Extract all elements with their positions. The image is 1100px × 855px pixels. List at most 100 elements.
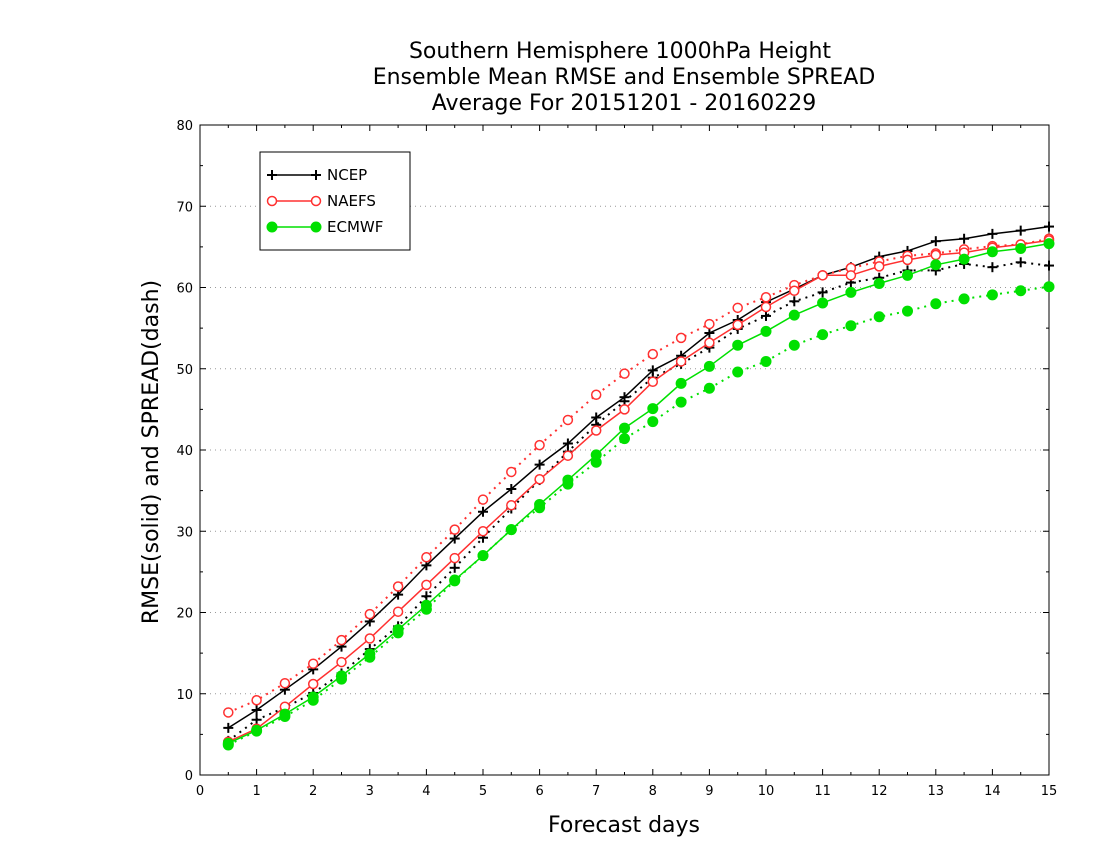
data-point-naefs-rmse	[562, 450, 574, 461]
data-point-ecmwf-spread	[873, 311, 885, 323]
data-point-ncep-rmse	[959, 233, 970, 244]
data-point-naefs-rmse	[845, 270, 857, 281]
data-point-ecmwf-rmse	[958, 253, 970, 265]
data-point-naefs-rmse	[675, 356, 687, 367]
data-point-ncep-rmse	[223, 722, 234, 733]
data-point-naefs-rmse	[421, 579, 432, 591]
data-point-ncep-rmse	[534, 459, 545, 470]
data-point-naefs-spread	[477, 494, 489, 505]
data-point-ecmwf-rmse	[534, 498, 546, 510]
data-point-ncep-rmse	[930, 236, 941, 247]
data-point-ncep-rmse	[591, 412, 602, 423]
data-point-ecmwf-rmse	[732, 339, 744, 351]
data-point-ecmwf-rmse	[1043, 238, 1055, 250]
data-point-naefs-rmse	[647, 376, 659, 387]
data-point-ecmwf-rmse	[845, 286, 857, 298]
data-point-naefs-spread	[392, 581, 404, 592]
data-point-ncep-rmse	[478, 506, 488, 517]
data-point-ecmwf-rmse	[873, 277, 885, 289]
data-point-ecmwf-rmse	[222, 737, 234, 749]
data-point-ncep-rmse	[647, 365, 658, 376]
data-point-ecmwf-rmse	[902, 269, 913, 281]
data-point-ecmwf-rmse	[817, 297, 829, 309]
y-axis-title: RMSE(solid) and SPREAD(dash)	[139, 280, 164, 624]
data-point-ncep-rmse	[704, 328, 715, 338]
data-point-naefs-rmse	[506, 500, 517, 511]
data-point-ecmwf-spread	[732, 366, 744, 378]
data-point-ecmwf-rmse	[477, 550, 489, 562]
data-point-naefs-rmse	[732, 319, 743, 331]
data-point-ecmwf-spread	[760, 355, 772, 367]
data-point-ecmwf-rmse	[930, 259, 942, 271]
x-tick-label: 15	[1041, 784, 1058, 799]
series-lines	[222, 221, 1055, 751]
data-point-ncep-rmse	[1015, 225, 1026, 236]
legend: NCEP NAEFS ECMWF	[259, 151, 411, 251]
data-point-ecmwf-rmse	[590, 449, 602, 461]
data-point-naefs-spread	[364, 608, 376, 620]
data-point-ncep-rmse	[506, 484, 517, 494]
data-point-ecmwf-rmse	[647, 403, 659, 415]
data-point-naefs-spread	[647, 348, 659, 360]
x-tick-label: 13	[928, 784, 945, 799]
x-tick-label: 0	[196, 784, 204, 799]
data-point-naefs-spread	[562, 414, 574, 426]
y-tick-label: 50	[176, 363, 193, 378]
series-line-ecmwf-rmse	[227, 242, 1050, 744]
data-point-ecmwf-spread	[647, 416, 659, 428]
data-point-ecmwf-rmse	[788, 309, 800, 321]
data-point-ecmwf-spread	[845, 320, 857, 332]
data-point-ecmwf-spread	[930, 298, 942, 310]
series-line-naefs-spread	[227, 237, 1050, 714]
chart-title-line-1: Southern Hemisphere 1000hPa Height	[409, 39, 831, 64]
data-point-ecmwf-rmse	[420, 599, 432, 611]
data-point-ecmwf-rmse	[562, 474, 574, 486]
data-point-naefs-rmse	[902, 254, 913, 266]
data-point-ncep-spread	[789, 296, 800, 307]
x-tick-label: 9	[705, 784, 713, 799]
data-point-ecmwf-spread	[986, 289, 998, 301]
y-tick-label: 0	[185, 769, 193, 784]
grid-lines	[200, 205, 1049, 695]
x-tick-label: 14	[984, 784, 1001, 799]
data-point-naefs-spread	[534, 439, 545, 451]
data-point-ecmwf-rmse	[675, 377, 687, 389]
data-point-ecmwf-rmse	[760, 325, 772, 337]
x-tick-label: 10	[758, 784, 775, 799]
series-line-naefs-rmse	[227, 239, 1050, 743]
y-tick-label: 80	[176, 119, 193, 134]
legend-marker-ecmwf	[310, 221, 322, 233]
legend-marker-naefs	[310, 195, 322, 207]
x-tick-label: 6	[535, 784, 543, 799]
data-point-ncep-spread	[1015, 257, 1026, 268]
data-point-ncep-rmse	[1044, 221, 1054, 232]
chart-title-line-3: Average For 20151201 - 20160229	[432, 91, 817, 116]
legend-marker-ncep	[311, 170, 321, 180]
legend-label-ncep: NCEP	[327, 166, 367, 184]
data-point-ecmwf-rmse	[251, 724, 263, 736]
legend-marker-ecmwf	[266, 221, 278, 233]
data-point-ecmwf-rmse	[392, 624, 404, 636]
data-point-ecmwf-rmse	[505, 524, 517, 536]
y-tick-label: 60	[176, 282, 193, 297]
x-tick-label: 3	[366, 784, 374, 799]
legend-label-naefs: NAEFS	[327, 192, 376, 210]
data-point-naefs-spread	[449, 524, 460, 535]
data-point-ncep-spread	[421, 591, 432, 602]
data-point-ecmwf-rmse	[703, 360, 715, 372]
data-point-ecmwf-rmse	[449, 574, 461, 586]
data-point-naefs-rmse	[477, 526, 489, 537]
data-point-ecmwf-spread	[788, 339, 800, 351]
legend-marker-ncep	[267, 170, 277, 180]
series-line-ncep-rmse	[227, 225, 1050, 729]
data-point-ecmwf-rmse	[364, 648, 376, 660]
data-point-naefs-spread	[506, 466, 517, 478]
data-point-ecmwf-spread	[817, 329, 829, 341]
data-point-ncep-rmse	[562, 438, 573, 449]
data-point-ncep-spread	[817, 287, 828, 298]
data-point-naefs-spread	[279, 677, 291, 689]
data-point-naefs-spread	[421, 552, 432, 563]
data-point-naefs-spread	[336, 634, 347, 646]
